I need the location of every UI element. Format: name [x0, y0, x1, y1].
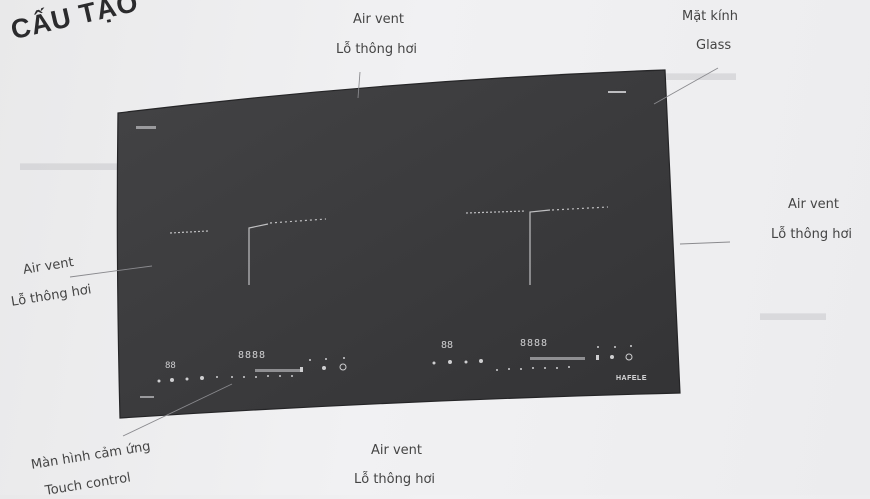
leader-right-vent: [679, 241, 731, 245]
right-controls: [432, 345, 633, 371]
right-display: 8888: [520, 338, 548, 349]
leader-top-vent: [357, 71, 361, 99]
left-zone-marks: [169, 218, 327, 285]
background-text: ▬▬▬: [760, 300, 826, 325]
left-small-display: 88: [165, 361, 176, 371]
left-controls: [157, 357, 347, 383]
glass-logo-mark: [608, 91, 626, 93]
left-display: 8888: [238, 350, 266, 361]
label-glass-en: Glass: [696, 38, 732, 53]
label-top-air-vent-en: Air vent: [353, 12, 405, 27]
leader-touch: [122, 383, 233, 437]
right-small-display: 88: [441, 340, 453, 351]
label-bottom-air-vent-vi: Lỗ thông hơi: [354, 472, 436, 487]
glass-logo-mark: [140, 396, 154, 398]
brand-logo: HAFELE: [616, 375, 647, 382]
label-top-air-vent-vi: Lỗ thông hơi: [336, 42, 418, 57]
label-glass-vi: Mặt kính: [682, 9, 739, 24]
label-bottom-air-vent-en: Air vent: [371, 443, 423, 458]
leader-left-vent: [69, 265, 153, 278]
label-right-air-vent-vi: Lỗ thông hơi: [771, 227, 853, 242]
leader-glass: [653, 67, 719, 105]
label-right-air-vent-en: Air vent: [788, 197, 840, 212]
cooktop-glass: [116, 69, 681, 419]
glass-logo-mark: [136, 126, 156, 129]
left-slider: [255, 369, 300, 372]
right-zone-marks: [465, 206, 609, 285]
right-slider: [530, 357, 585, 360]
